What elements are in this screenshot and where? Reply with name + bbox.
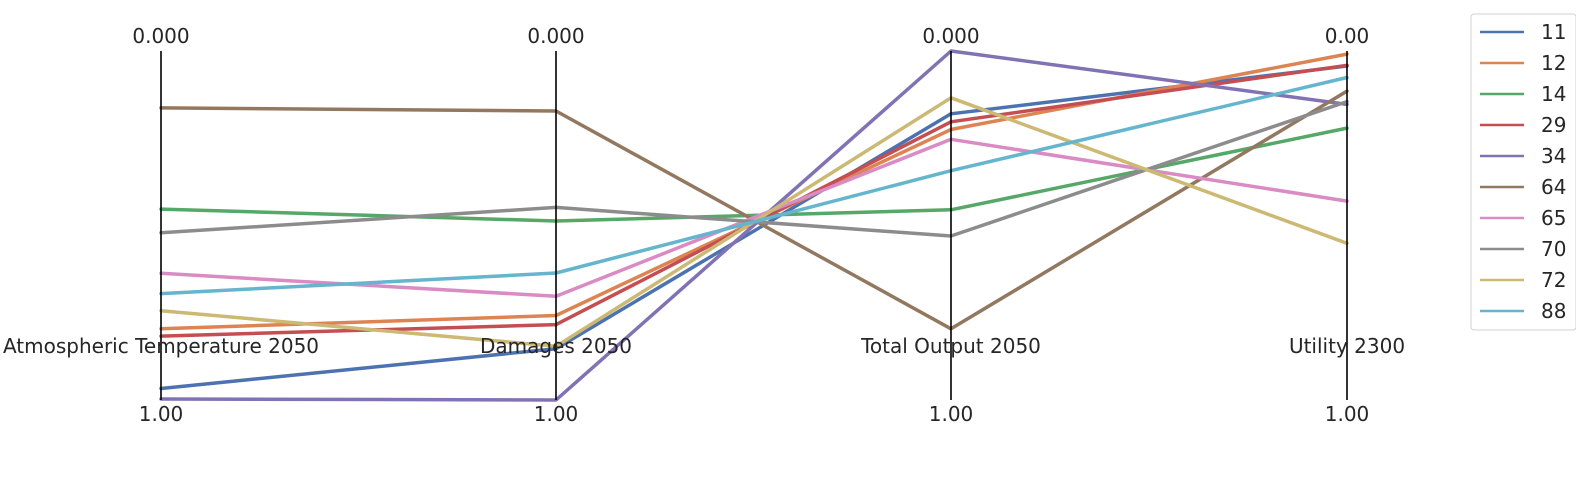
- axis-top-tick-2: 0.000: [527, 24, 584, 48]
- legend-label-64: 64: [1541, 175, 1566, 199]
- legend-label-88: 88: [1541, 299, 1566, 323]
- axis-title-3: Total Output 2050: [860, 334, 1041, 358]
- series-line-11: [159, 64, 1349, 391]
- legend-label-29: 29: [1541, 113, 1566, 137]
- axis-bottom-tick-4: 1.00: [1325, 402, 1370, 426]
- legend: 11 12 14 29 34 64 65 70 72 88: [1470, 13, 1576, 331]
- series-line-12: [159, 52, 1349, 331]
- legend-label-11: 11: [1541, 20, 1566, 44]
- axes: 0.000 1.00 Atmospheric Temperature 2050 0.0…: [3, 24, 1405, 426]
- legend-label-34: 34: [1541, 144, 1566, 168]
- series-lines: [159, 49, 1349, 402]
- axis-bottom-tick-2: 1.00: [534, 402, 579, 426]
- legend-label-14: 14: [1541, 82, 1566, 106]
- axis-title-2: Damages 2050: [480, 334, 632, 358]
- series-line-34: [159, 49, 1349, 402]
- axis-top-tick-1: 0.000: [132, 24, 189, 48]
- legend-label-72: 72: [1541, 268, 1566, 292]
- axis-title-1: Atmospheric Temperature 2050: [3, 334, 319, 358]
- series-line-29: [159, 63, 1349, 338]
- legend-label-70: 70: [1541, 237, 1566, 261]
- axis-bottom-tick-1: 1.00: [139, 402, 184, 426]
- axis-bottom-tick-3: 1.00: [929, 402, 974, 426]
- axis-title-4: Utility 2300: [1289, 334, 1405, 358]
- axis-top-tick-3: 0.000: [922, 24, 979, 48]
- legend-label-12: 12: [1541, 51, 1566, 75]
- legend-label-65: 65: [1541, 206, 1566, 230]
- series-line-64: [159, 89, 1349, 331]
- axis-top-tick-4: 0.00: [1325, 24, 1370, 48]
- series-line-88: [159, 75, 1349, 296]
